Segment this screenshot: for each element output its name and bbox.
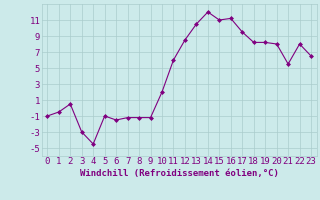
X-axis label: Windchill (Refroidissement éolien,°C): Windchill (Refroidissement éolien,°C) (80, 169, 279, 178)
